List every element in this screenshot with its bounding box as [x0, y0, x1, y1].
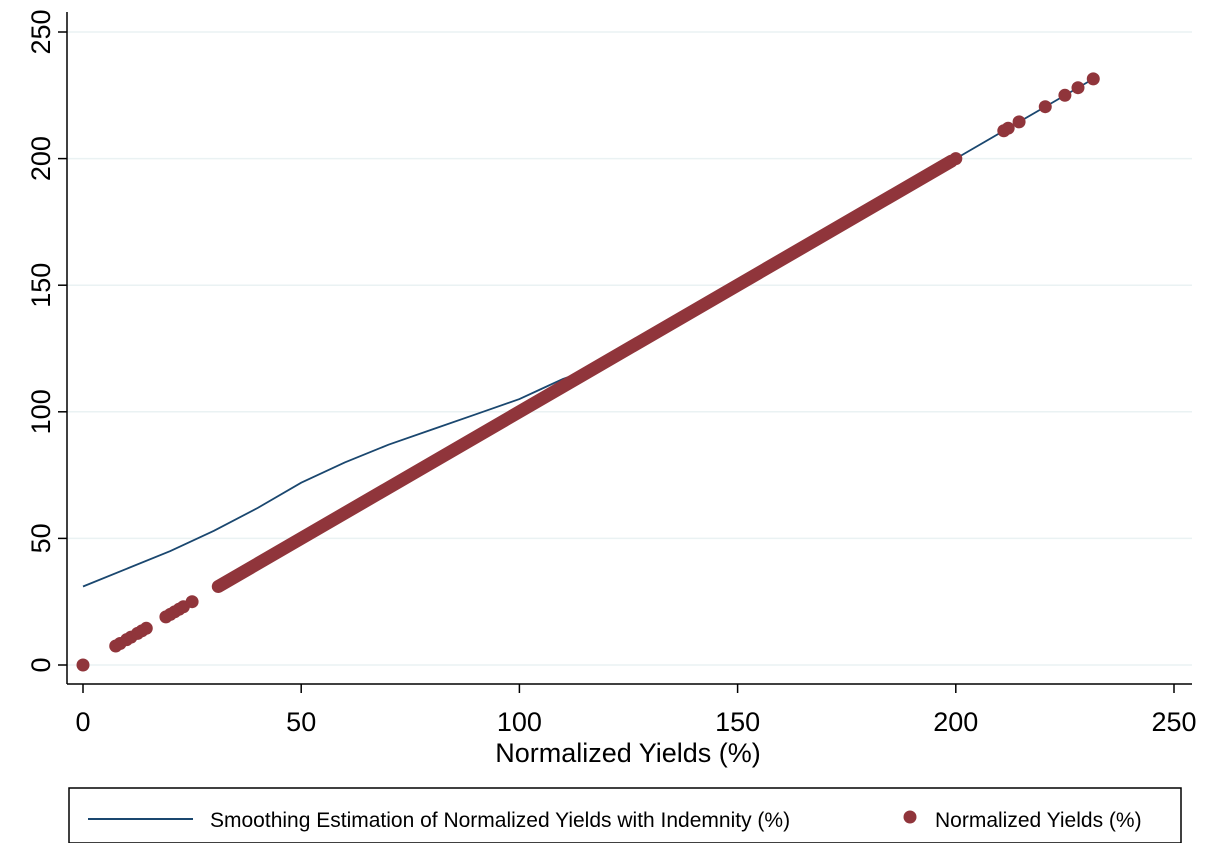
scatter-point	[185, 595, 199, 609]
scatter-point	[1086, 72, 1100, 86]
y-tick-label: 100	[26, 389, 56, 434]
y-tick-label: 150	[26, 263, 56, 308]
scatter-point	[1058, 88, 1072, 102]
y-tick-label: 0	[26, 657, 56, 672]
legend-box	[68, 787, 1182, 844]
legend-marker-swatch	[903, 810, 917, 824]
x-tick-label: 200	[933, 707, 978, 737]
series-layer	[76, 72, 1100, 672]
x-tick-label: 50	[286, 707, 316, 737]
scatter-point	[1001, 121, 1015, 135]
x-tick-label: 150	[715, 707, 760, 737]
y-tick-label: 200	[26, 136, 56, 181]
y-tick-label: 50	[26, 523, 56, 553]
scatter-point	[139, 621, 153, 635]
scatter-point	[1071, 81, 1085, 95]
legend-label-normalized: Normalized Yields (%)	[935, 809, 1142, 832]
x-tick-label: 250	[1151, 707, 1196, 737]
x-tick-label: 100	[497, 707, 542, 737]
scatter-point	[1038, 100, 1052, 114]
legend: Smoothing Estimation of Normalized Yield…	[68, 787, 1182, 844]
scatter-point	[76, 658, 90, 672]
scatter-dense-band	[211, 154, 958, 594]
legend-label-smoothing: Smoothing Estimation of Normalized Yield…	[210, 809, 790, 832]
grid-layer	[67, 31, 1192, 666]
x-tick-label: 0	[75, 707, 90, 737]
axis-layer: 0 50 100 150 200 250 0 50 100 150 200 250	[26, 9, 1197, 737]
scatter-point	[949, 152, 963, 166]
y-tick-label: 250	[26, 9, 56, 54]
scatter-point	[1012, 115, 1026, 129]
x-axis-title: Normalized Yields (%)	[495, 738, 761, 768]
